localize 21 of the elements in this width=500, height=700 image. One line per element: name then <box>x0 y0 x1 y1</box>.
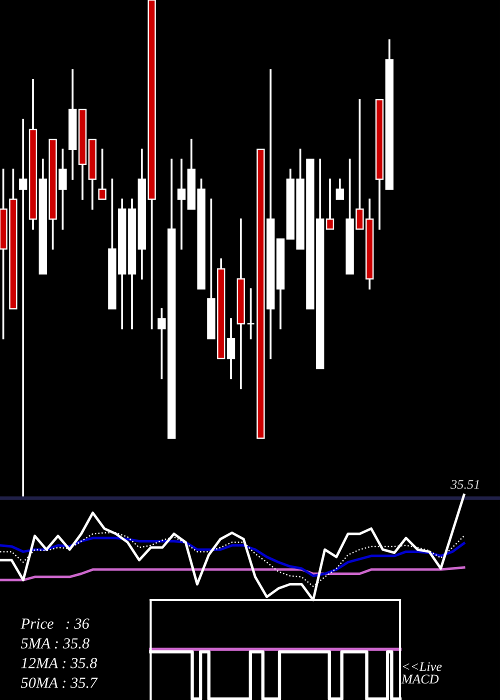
candlestick <box>78 108 87 200</box>
text: 35.51 <box>450 480 479 489</box>
candlestick <box>236 218 245 390</box>
text: 50MA : 35.7 <box>20 678 98 688</box>
candlestick <box>88 138 96 210</box>
candlestick <box>19 118 28 498</box>
candlestick <box>385 39 394 190</box>
candlestick <box>68 69 77 180</box>
candlestick <box>375 98 384 230</box>
candlestick <box>326 178 334 230</box>
candlestick <box>177 158 186 250</box>
candlestick <box>336 178 344 200</box>
candlestick <box>28 79 38 230</box>
candlestick <box>98 148 106 200</box>
candlestick <box>276 238 285 330</box>
candlestick <box>128 198 136 330</box>
annotation: <<Live MACD <box>401 662 442 684</box>
text: 12MA : 35.8 <box>21 658 98 668</box>
text: 5MA : 35.8 <box>20 638 90 649</box>
text: Price : 36 <box>20 618 90 629</box>
candlestick <box>226 318 236 380</box>
